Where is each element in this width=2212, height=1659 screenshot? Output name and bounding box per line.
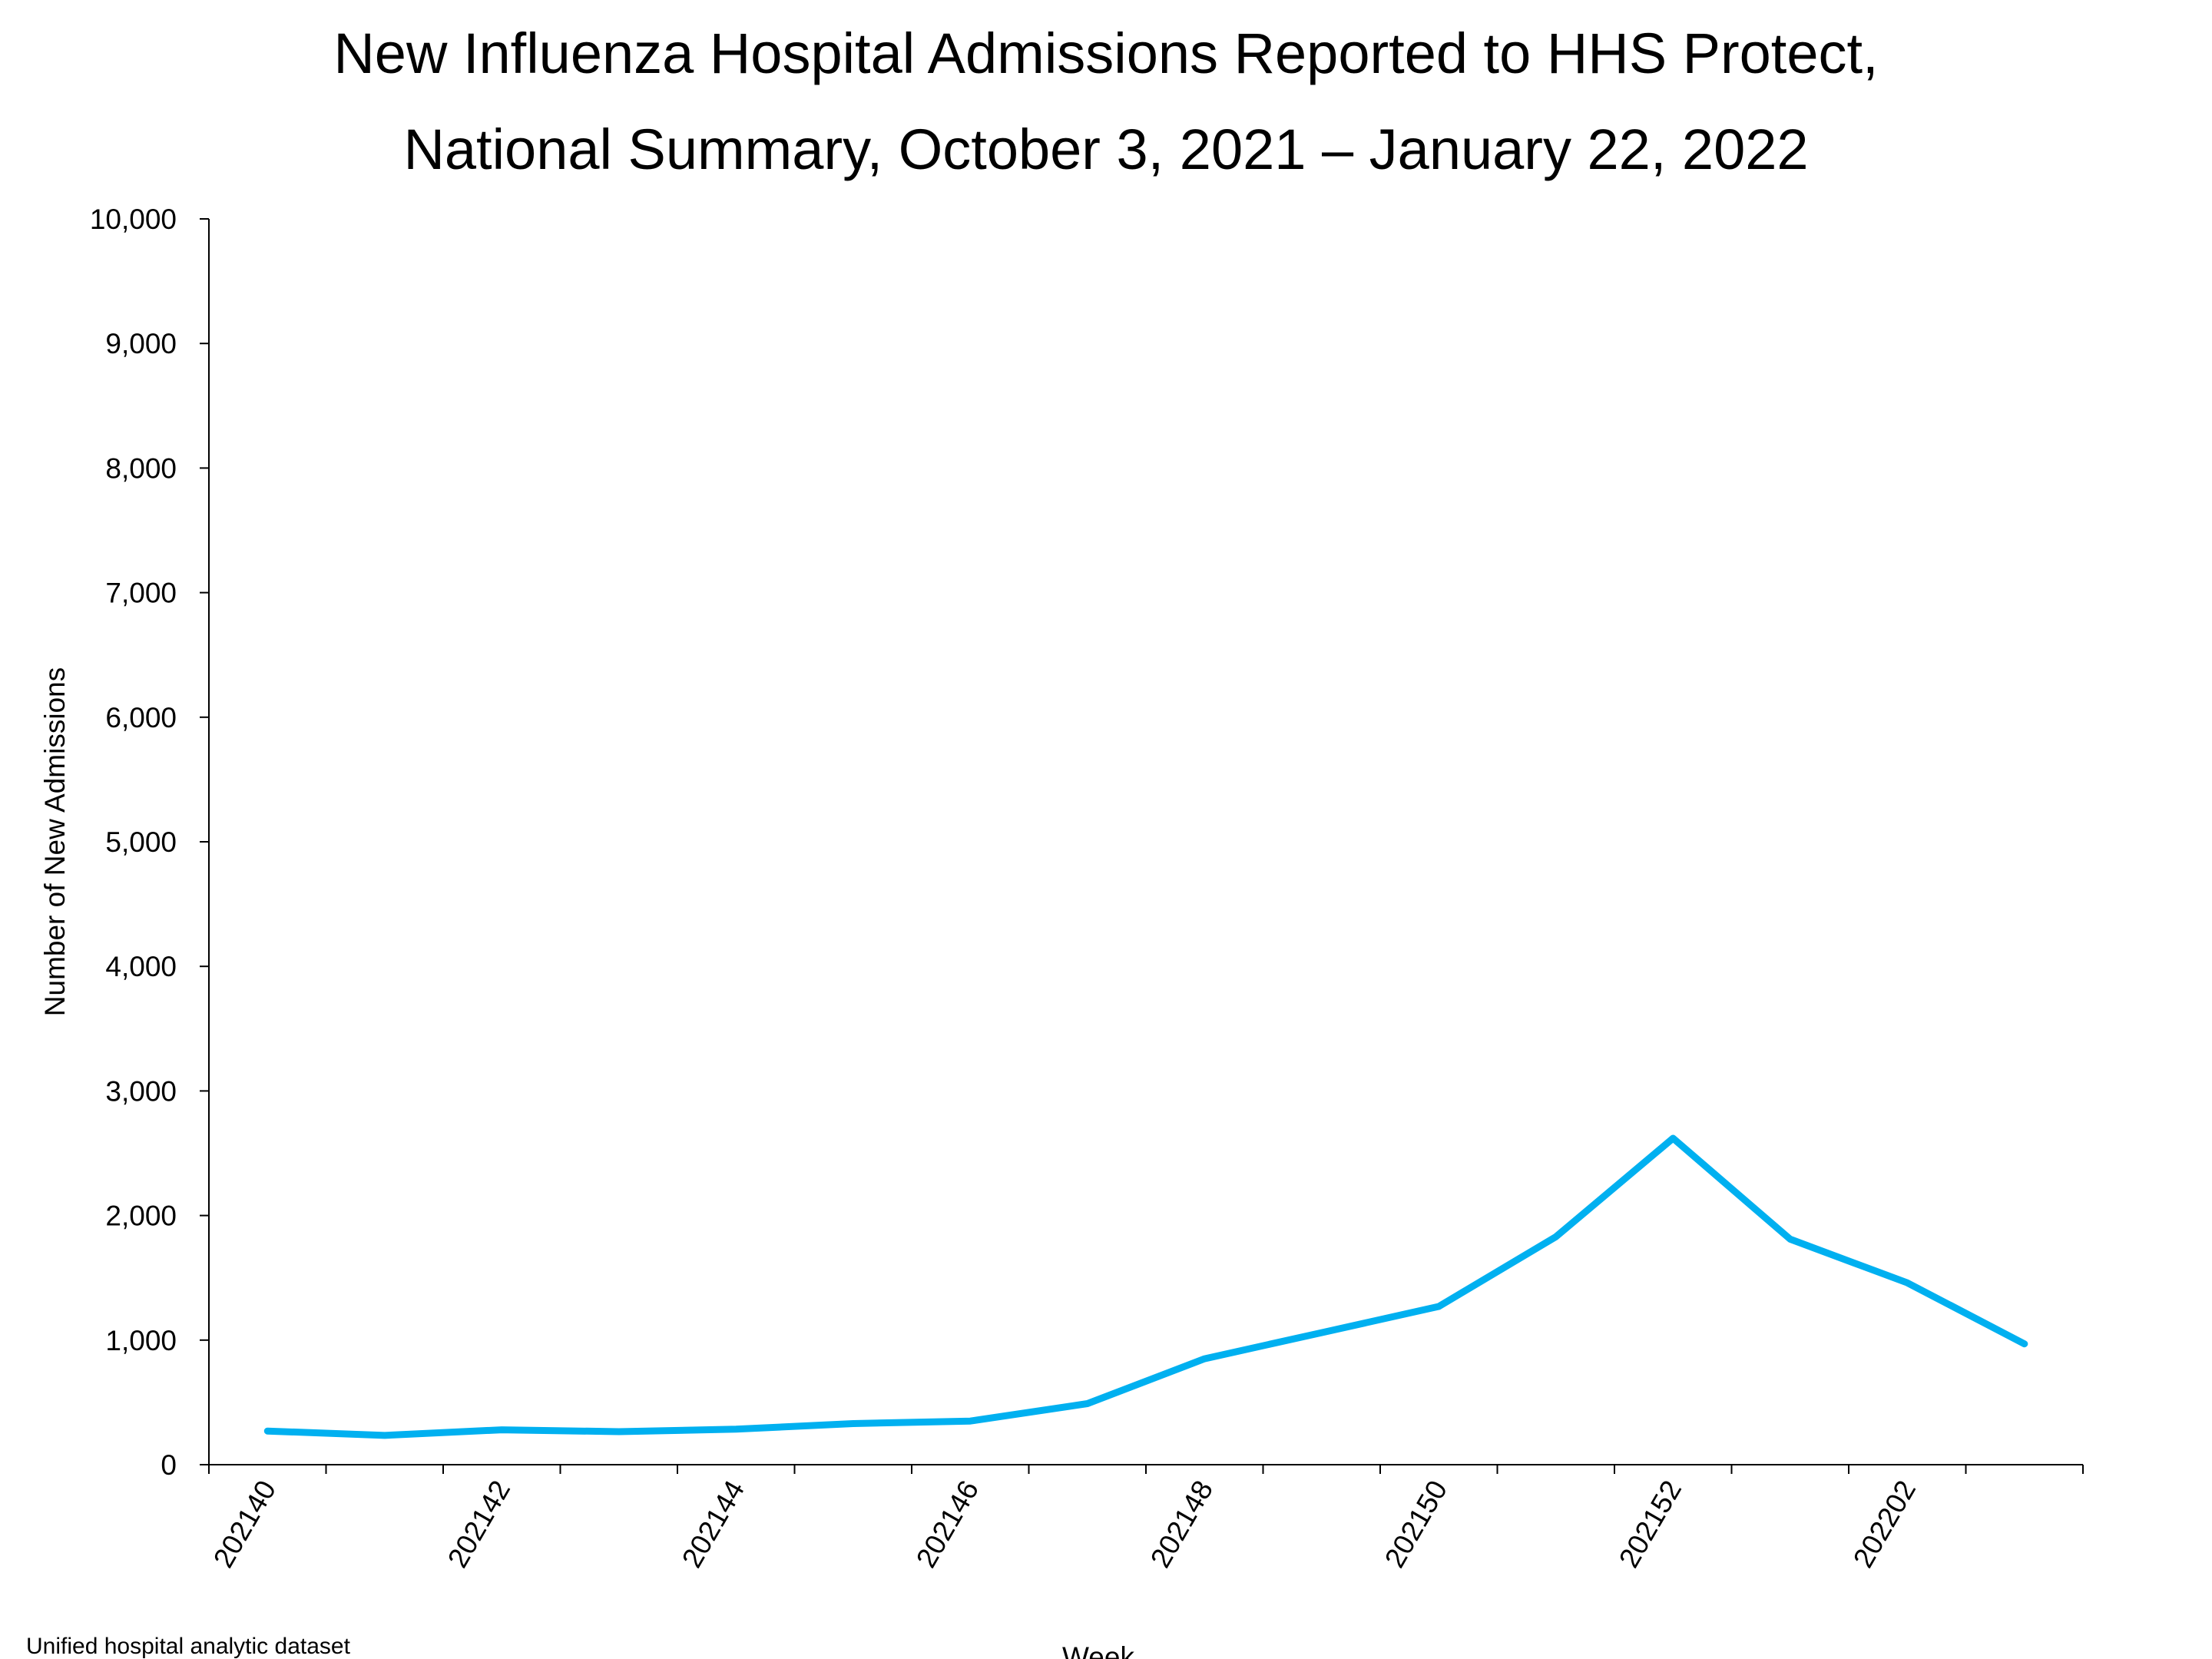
chart-title-line-1: New Influenza Hospital Admissions Report… <box>333 22 1878 85</box>
x-tick-label: 202202 <box>1847 1475 1922 1573</box>
y-axis-title: Number of New Admissions <box>39 667 71 1016</box>
y-tick-label: 9,000 <box>105 328 177 359</box>
y-tick-label: 4,000 <box>105 951 177 982</box>
x-tick-label: 202152 <box>1613 1475 1687 1573</box>
chart-title-line-2: National Summary, October 3, 2021 – Janu… <box>403 118 1808 181</box>
x-tick-label: 202142 <box>442 1475 516 1573</box>
y-tick-label: 5,000 <box>105 826 177 858</box>
y-tick-label: 0 <box>161 1449 177 1481</box>
y-tick-label: 8,000 <box>105 452 177 484</box>
y-tick-label: 7,000 <box>105 578 177 609</box>
series-layer <box>263 1134 2028 1439</box>
y-axis: 0 1,000 2,000 3,000 4,000 5,000 6,000 7,000 8,00… <box>90 204 210 1481</box>
x-tick-label: 202148 <box>1144 1475 1219 1573</box>
y-tick-label: 3,000 <box>105 1075 177 1107</box>
x-tick-label: 202140 <box>207 1475 282 1573</box>
x-axis: 202140 202142 202144 202146 202148 202150 2021… <box>207 1464 2084 1573</box>
x-tick-label: 202150 <box>1379 1475 1453 1573</box>
source-note: Unified hospital analytic dataset <box>26 1634 351 1659</box>
y-tick-label: 10,000 <box>90 204 177 235</box>
x-axis-title: Week <box>1062 1641 1134 1659</box>
y-tick-label: 6,000 <box>105 702 177 733</box>
x-tick-label: 202144 <box>676 1475 750 1573</box>
x-tick-label: 202146 <box>910 1475 985 1573</box>
series-line <box>263 1134 2028 1439</box>
y-tick-label: 2,000 <box>105 1200 177 1232</box>
y-tick-label: 1,000 <box>105 1325 177 1356</box>
